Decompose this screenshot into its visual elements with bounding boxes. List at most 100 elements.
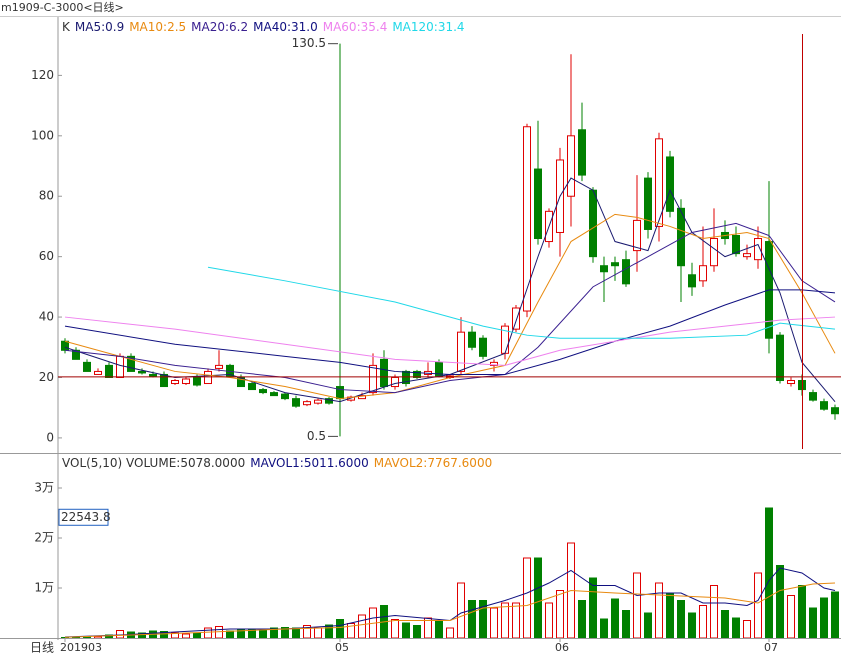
volume-bar: [204, 627, 212, 638]
x-tick-label: 07: [764, 641, 778, 654]
candle-body: [61, 340, 69, 351]
volume-bar: [765, 507, 773, 638]
window-title: m1909-C-3000<日线>: [1, 0, 124, 14]
candle-body: [391, 376, 399, 388]
volume-bar: [413, 625, 421, 638]
candle-body: [303, 401, 311, 406]
candle-body: [809, 392, 817, 401]
volume-bar: [94, 636, 102, 638]
y-tick-label: 0: [46, 430, 54, 444]
volume-bar: [644, 612, 652, 638]
y-tick-label: 100: [31, 128, 54, 142]
volume-plot: [61, 507, 839, 638]
volume-bar: [688, 612, 696, 638]
panel-header: K MA5:0.9 MA10:2.5 MA20:6.2 MA40:31.0 MA60:35…: [62, 20, 465, 34]
candle-body: [149, 373, 157, 377]
volume-bar: [501, 602, 509, 638]
header-item: MA40:31.0: [253, 20, 318, 34]
candle-body: [160, 373, 168, 388]
candle-body: [204, 370, 212, 385]
volume-bar: [633, 572, 641, 638]
candle-body: [237, 376, 245, 388]
ma-line: [64, 213, 836, 400]
low-label: 0.5: [307, 429, 326, 443]
volume-bar: [468, 600, 476, 638]
candle-body: [831, 407, 839, 415]
volume-bar: [61, 637, 69, 638]
candle-body: [413, 370, 421, 378]
volume-bar: [732, 617, 740, 638]
candle-body: [699, 265, 707, 282]
volume-bar: [743, 620, 751, 638]
volume-bar: [666, 592, 674, 638]
candle-body: [787, 380, 795, 385]
candle-body: [490, 361, 498, 366]
volume-bar: [545, 602, 553, 638]
volume-bar: [798, 585, 806, 638]
y-tick-label: 40: [39, 310, 54, 324]
candle-body: [743, 253, 751, 258]
candle-body: [270, 392, 278, 397]
candle-body: [127, 355, 135, 372]
volume-bar: [270, 627, 278, 638]
candle-body: [248, 383, 256, 391]
volume-bar: [490, 607, 498, 638]
volume-bar: [336, 619, 344, 638]
volume-bar: [512, 602, 520, 638]
high-label: 130.5: [292, 36, 326, 50]
header-item: K: [62, 20, 71, 34]
volume-bar: [820, 597, 828, 638]
period-label: 日线: [30, 641, 54, 655]
y-tick-label: 60: [39, 249, 54, 263]
volume-bar: [523, 557, 531, 638]
candle-body: [732, 235, 740, 255]
volume-bar: [358, 614, 366, 638]
volume-bar: [699, 605, 707, 638]
volume-bar: [325, 624, 333, 638]
candle-body: [578, 129, 586, 176]
volume-bar: [435, 620, 443, 638]
candle-body: [523, 126, 531, 312]
candle-body: [754, 238, 762, 261]
header-item: MAVOL2:7767.6000: [374, 456, 493, 470]
volume-bar: [259, 630, 267, 638]
candle-body: [402, 370, 410, 385]
candle-body: [94, 370, 102, 375]
ma-line: [64, 177, 836, 403]
candle-body: [369, 364, 377, 394]
candle-body: [336, 386, 344, 400]
volume-bar: [611, 598, 619, 638]
ma-line: [64, 582, 836, 638]
x-tick-label: 06: [555, 641, 569, 654]
candle-body: [512, 307, 520, 330]
volume-bar: [776, 565, 784, 638]
volume-bar: [809, 607, 817, 638]
candle-body: [215, 364, 223, 369]
volume-bar: [446, 627, 454, 638]
volume-bar: [479, 600, 487, 638]
candle-body: [611, 262, 619, 267]
candle-body: [72, 349, 80, 360]
volume-bar: [721, 610, 729, 638]
volume-bar: [831, 591, 839, 638]
crosshair-readout: 22543.8: [61, 510, 111, 524]
volume-bar: [303, 625, 311, 638]
candle-body: [468, 331, 476, 348]
candle-body: [600, 265, 608, 273]
candle-body: [776, 334, 784, 381]
volume-bar: [655, 582, 663, 638]
ma-line: [64, 316, 836, 366]
volume-bar: [677, 600, 685, 638]
candle-body: [457, 331, 465, 372]
header-item: MAVOL1:5011.6000: [250, 456, 369, 470]
candle-body: [193, 376, 201, 386]
vol-tick-label: 3万: [34, 481, 54, 495]
candle-body: [622, 259, 630, 285]
candle-body: [589, 189, 597, 258]
volume-bar: [600, 618, 608, 638]
candle-body: [259, 389, 267, 394]
volume-bar: [116, 630, 124, 638]
candle-body: [666, 156, 674, 212]
candle-body: [314, 399, 322, 404]
volume-bar: [138, 632, 146, 638]
